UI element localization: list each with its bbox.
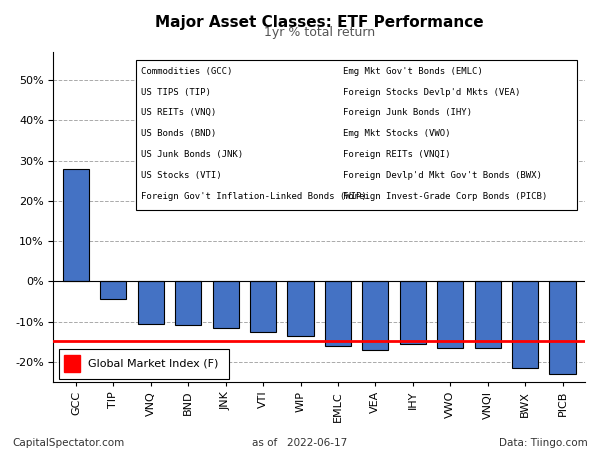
Text: US Stocks (VTI): US Stocks (VTI) <box>141 171 222 180</box>
Bar <box>437 281 463 348</box>
Text: as of   2022-06-17: as of 2022-06-17 <box>253 438 347 448</box>
Text: Foreign Invest-Grade Corp Bonds (PICB): Foreign Invest-Grade Corp Bonds (PICB) <box>343 192 547 201</box>
Bar <box>325 281 351 346</box>
Bar <box>475 281 501 348</box>
Text: Emg Mkt Gov't Bonds (EMLC): Emg Mkt Gov't Bonds (EMLC) <box>343 67 483 76</box>
Bar <box>250 281 276 332</box>
Bar <box>100 281 127 299</box>
Text: Foreign Junk Bonds (IHY): Foreign Junk Bonds (IHY) <box>343 108 472 117</box>
Text: US Junk Bonds (JNK): US Junk Bonds (JNK) <box>141 150 243 159</box>
Text: Foreign Gov't Inflation-Linked Bonds (WIP): Foreign Gov't Inflation-Linked Bonds (WI… <box>141 192 367 201</box>
Text: US REITs (VNQ): US REITs (VNQ) <box>141 108 217 117</box>
Text: US TIPS (TIP): US TIPS (TIP) <box>141 88 211 97</box>
Bar <box>550 281 575 374</box>
FancyBboxPatch shape <box>64 356 80 372</box>
Text: Foreign Stocks Devlp'd Mkts (VEA): Foreign Stocks Devlp'd Mkts (VEA) <box>343 88 521 97</box>
Bar <box>175 281 202 325</box>
Text: Emg Mkt Stocks (VWO): Emg Mkt Stocks (VWO) <box>343 129 451 138</box>
FancyBboxPatch shape <box>136 60 577 210</box>
Bar <box>212 281 239 328</box>
Bar <box>137 281 164 324</box>
Title: Major Asset Classes: ETF Performance: Major Asset Classes: ETF Performance <box>155 15 484 30</box>
Text: Global Market Index (F): Global Market Index (F) <box>88 359 218 369</box>
Text: US Bonds (BND): US Bonds (BND) <box>141 129 217 138</box>
Bar <box>287 281 314 336</box>
FancyBboxPatch shape <box>59 349 229 378</box>
Text: Commodities (GCC): Commodities (GCC) <box>141 67 233 76</box>
Text: 1yr % total return: 1yr % total return <box>263 26 375 39</box>
Bar <box>362 281 388 350</box>
Text: Foreign REITs (VNQI): Foreign REITs (VNQI) <box>343 150 451 159</box>
Text: CapitalSpectator.com: CapitalSpectator.com <box>12 438 124 448</box>
Bar <box>512 281 538 368</box>
Text: Foreign Devlp'd Mkt Gov't Bonds (BWX): Foreign Devlp'd Mkt Gov't Bonds (BWX) <box>343 171 542 180</box>
Bar <box>400 281 426 344</box>
Text: Data: Tiingo.com: Data: Tiingo.com <box>499 438 588 448</box>
Bar <box>63 169 89 281</box>
